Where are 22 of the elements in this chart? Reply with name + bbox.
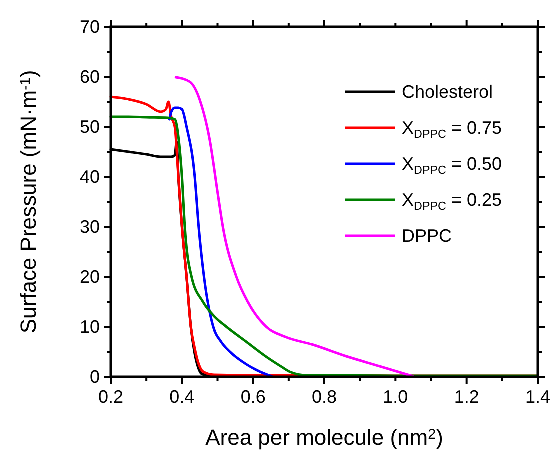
- line-series: [168, 106, 274, 378]
- x-tick-label: 1.4: [525, 387, 551, 407]
- y-tick-label: 40: [80, 167, 100, 187]
- y-tick-label: 60: [80, 67, 100, 87]
- y-tick-label: 50: [80, 117, 100, 137]
- x-tick-label: 0.4: [170, 387, 195, 407]
- legend-label: DPPC: [402, 226, 452, 246]
- y-tick-label: 30: [80, 217, 100, 237]
- x-tick-label: 0.2: [98, 387, 124, 407]
- legend-label: X$_{DPPC}$ = 0.50: [402, 154, 502, 177]
- y-tick-label: 20: [80, 267, 100, 287]
- legend-label: X$_{DPPC}$ = 0.75: [402, 118, 502, 141]
- legend-label: X$_{DPPC}$ = 0.25: [402, 190, 502, 213]
- x-tick-label: 1.0: [383, 387, 408, 407]
- y-tick-label: 10: [80, 317, 100, 337]
- y-tick-label: 0: [90, 367, 100, 387]
- legend-label: Cholesterol: [402, 82, 494, 102]
- x-axis-title: Area per molecule (nm$^{2}$): [206, 425, 444, 450]
- y-tick-label: 70: [80, 17, 100, 37]
- x-tick-label: 0.6: [240, 387, 266, 407]
- x-tick-label: 0.8: [312, 387, 338, 407]
- x-tick-label: 1.2: [454, 387, 480, 407]
